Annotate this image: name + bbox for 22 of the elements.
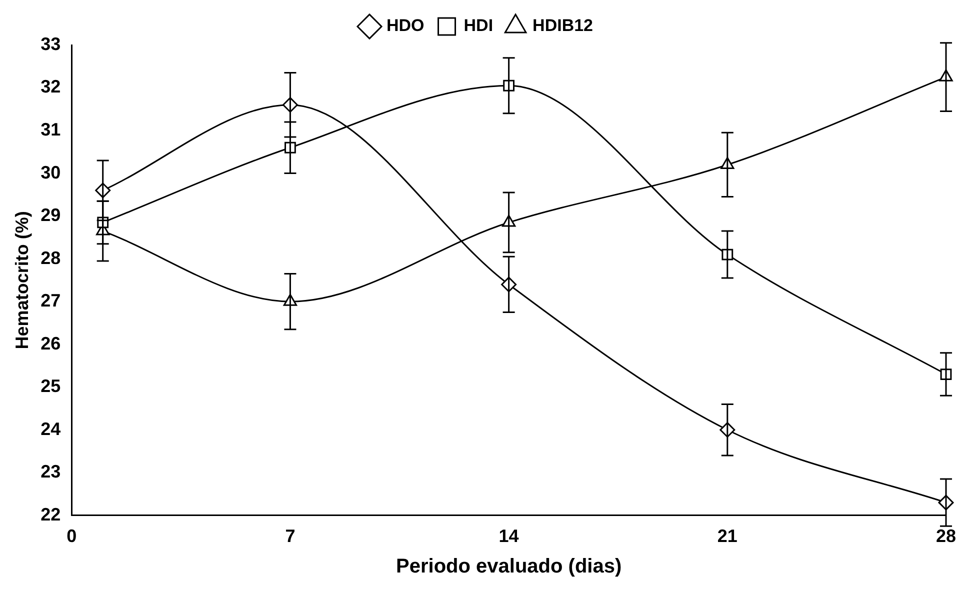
x-tick-label: 28 (936, 526, 956, 546)
y-tick-label: 25 (40, 376, 61, 396)
x-tick-label: 7 (285, 526, 296, 546)
y-tick-label: 23 (40, 462, 61, 482)
x-tick-label: 14 (498, 526, 519, 546)
y-tick-label: 29 (40, 205, 61, 226)
y-tick-label: 32 (40, 76, 61, 97)
y-tick-label: 27 (40, 290, 61, 311)
y-axis-title: Hematocrito (%) (12, 211, 32, 350)
legend-label: HDI (464, 16, 494, 36)
y-tick-label: 26 (40, 333, 61, 354)
x-tick-label: 21 (717, 526, 738, 546)
y-tick-label: 24 (40, 418, 61, 439)
legend-label: HDIB12 (532, 16, 594, 36)
y-tick-label: 31 (40, 119, 61, 140)
legend-label: HDO (386, 16, 424, 36)
y-tick-label: 22 (40, 504, 61, 524)
y-tick-label: 30 (40, 162, 61, 182)
x-axis-title: Periodo evaluado (dias) (396, 556, 622, 578)
x-tick-label: 0 (66, 526, 77, 546)
y-tick-label: 28 (40, 248, 61, 268)
y-tick-label: 33 (40, 34, 61, 54)
